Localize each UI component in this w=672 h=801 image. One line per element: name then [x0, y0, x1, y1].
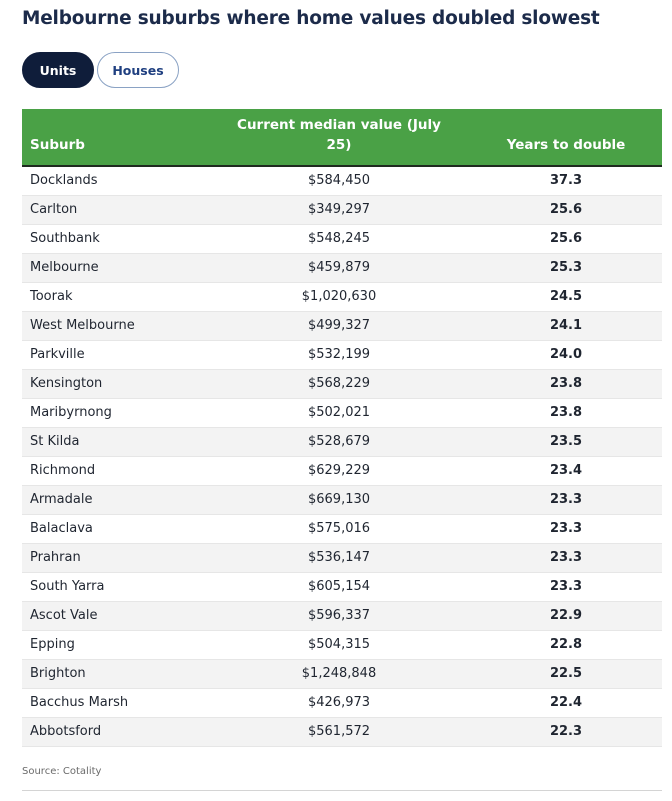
median-value-cell: $548,245 — [208, 224, 470, 254]
table-row: Abbotsford $561,572 22.3 — [22, 717, 662, 747]
suburb-cell: Balaclava — [22, 514, 208, 544]
table-row: Docklands $584,450 37.3 — [22, 166, 662, 196]
median-value-cell: $584,450 — [208, 166, 470, 196]
suburb-cell: Southbank — [22, 224, 208, 254]
table-row: Bacchus Marsh $426,973 22.4 — [22, 688, 662, 718]
table-row: St Kilda $528,679 23.5 — [22, 427, 662, 457]
years-to-double-cell: 23.8 — [470, 398, 662, 428]
table-body: Docklands $584,450 37.3 Carlton $349,297 25.6… — [22, 166, 662, 747]
table-row: South Yarra $605,154 23.3 — [22, 572, 662, 602]
median-value-cell: $596,337 — [208, 601, 470, 631]
table-row: Ascot Vale $596,337 22.9 — [22, 601, 662, 631]
table-row: Toorak $1,020,630 24.5 — [22, 282, 662, 312]
median-value-cell: $502,021 — [208, 398, 470, 428]
suburb-cell: West Melbourne — [22, 311, 208, 341]
median-value-cell: $1,248,848 — [208, 659, 470, 689]
table-row: Carlton $349,297 25.6 — [22, 195, 662, 225]
suburb-cell: Abbotsford — [22, 717, 208, 747]
table-row: Armadale $669,130 23.3 — [22, 485, 662, 515]
suburbs-table: Suburb Current median value (July 25) Ye… — [22, 109, 662, 747]
table-row: Prahran $536,147 23.3 — [22, 543, 662, 573]
years-to-double-cell: 22.8 — [470, 630, 662, 660]
years-to-double-cell: 23.3 — [470, 543, 662, 573]
suburb-cell: Toorak — [22, 282, 208, 312]
years-to-double-cell: 25.3 — [470, 253, 662, 283]
years-to-double-cell: 23.5 — [470, 427, 662, 457]
years-to-double-cell: 25.6 — [470, 195, 662, 225]
years-to-double-cell: 22.4 — [470, 688, 662, 718]
suburb-cell: Richmond — [22, 456, 208, 486]
column-header-median-value[interactable]: Current median value (July 25) — [208, 109, 470, 167]
years-to-double-cell: 23.3 — [470, 572, 662, 602]
table-header: Suburb Current median value (July 25) Ye… — [22, 109, 662, 167]
column-header-suburb[interactable]: Suburb — [22, 109, 208, 167]
suburb-cell: Maribyrnong — [22, 398, 208, 428]
years-to-double-cell: 23.3 — [470, 485, 662, 515]
median-value-cell: $561,572 — [208, 717, 470, 747]
years-to-double-cell: 23.3 — [470, 514, 662, 544]
median-value-cell: $504,315 — [208, 630, 470, 660]
suburb-cell: Melbourne — [22, 253, 208, 283]
column-header-years-to-double[interactable]: Years to double — [470, 109, 662, 167]
suburb-cell: Ascot Vale — [22, 601, 208, 631]
suburb-cell: Docklands — [22, 166, 208, 196]
table-row: West Melbourne $499,327 24.1 — [22, 311, 662, 341]
suburb-cell: Epping — [22, 630, 208, 660]
table-row: Melbourne $459,879 25.3 — [22, 253, 662, 283]
years-to-double-cell: 25.6 — [470, 224, 662, 254]
suburb-cell: Carlton — [22, 195, 208, 225]
median-value-cell: $459,879 — [208, 253, 470, 283]
years-to-double-cell: 24.1 — [470, 311, 662, 341]
median-value-cell: $1,020,630 — [208, 282, 470, 312]
source-note: Source: Cotality — [22, 766, 102, 777]
years-to-double-cell: 22.5 — [470, 659, 662, 689]
suburb-cell: Bacchus Marsh — [22, 688, 208, 718]
page-title: Melbourne suburbs where home values doub… — [22, 8, 600, 29]
units-toggle-button[interactable]: Units — [22, 52, 94, 88]
years-to-double-cell: 22.3 — [470, 717, 662, 747]
table-row: Brighton $1,248,848 22.5 — [22, 659, 662, 689]
years-to-double-cell: 37.3 — [470, 166, 662, 196]
median-value-cell: $669,130 — [208, 485, 470, 515]
median-value-cell: $528,679 — [208, 427, 470, 457]
suburb-cell: Parkville — [22, 340, 208, 370]
suburbs-table-container: Suburb Current median value (July 25) Ye… — [22, 109, 662, 747]
table-row: Maribyrnong $502,021 23.8 — [22, 398, 662, 428]
years-to-double-cell: 23.4 — [470, 456, 662, 486]
years-to-double-cell: 24.0 — [470, 340, 662, 370]
median-value-cell: $532,199 — [208, 340, 470, 370]
median-value-cell: $499,327 — [208, 311, 470, 341]
median-value-cell: $426,973 — [208, 688, 470, 718]
suburb-cell: Brighton — [22, 659, 208, 689]
table-header-row: Suburb Current median value (July 25) Ye… — [22, 109, 662, 167]
median-value-cell: $575,016 — [208, 514, 470, 544]
footer-divider — [22, 790, 662, 791]
houses-toggle-button[interactable]: Houses — [97, 52, 179, 88]
suburb-cell: Kensington — [22, 369, 208, 399]
suburb-cell: St Kilda — [22, 427, 208, 457]
years-to-double-cell: 22.9 — [470, 601, 662, 631]
table-row: Kensington $568,229 23.8 — [22, 369, 662, 399]
median-value-cell: $349,297 — [208, 195, 470, 225]
years-to-double-cell: 23.8 — [470, 369, 662, 399]
table-row: Epping $504,315 22.8 — [22, 630, 662, 660]
suburb-cell: Armadale — [22, 485, 208, 515]
table-row: Southbank $548,245 25.6 — [22, 224, 662, 254]
suburb-cell: South Yarra — [22, 572, 208, 602]
median-value-cell: $568,229 — [208, 369, 470, 399]
suburb-cell: Prahran — [22, 543, 208, 573]
table-row: Balaclava $575,016 23.3 — [22, 514, 662, 544]
median-value-cell: $605,154 — [208, 572, 470, 602]
median-value-cell: $536,147 — [208, 543, 470, 573]
years-to-double-cell: 24.5 — [470, 282, 662, 312]
median-value-cell: $629,229 — [208, 456, 470, 486]
table-row: Parkville $532,199 24.0 — [22, 340, 662, 370]
table-row: Richmond $629,229 23.4 — [22, 456, 662, 486]
